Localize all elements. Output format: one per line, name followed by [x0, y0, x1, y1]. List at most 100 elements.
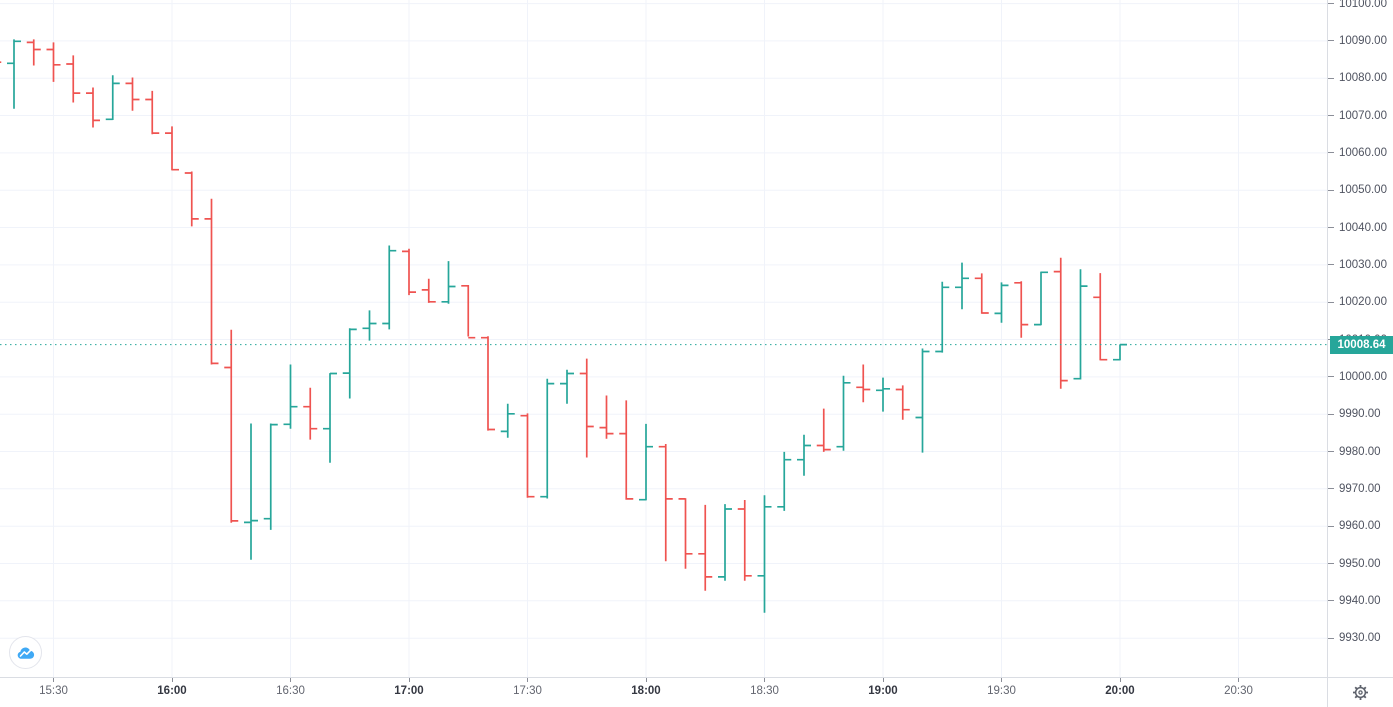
ohlc-bar-16:45 — [342, 328, 357, 399]
price-axis-tick — [1328, 77, 1334, 79]
ohlc-bar-16:35 — [303, 387, 318, 440]
ohlc-bar-19:50 — [1073, 269, 1088, 380]
price-axis-label: 10000.00 — [1339, 370, 1387, 383]
ohlc-bar-18:30 — [757, 495, 772, 613]
price-axis-tick — [1328, 189, 1334, 191]
price-axis-tick — [1328, 3, 1334, 5]
time-axis-tick — [1001, 678, 1002, 682]
price-axis-tick — [1328, 488, 1334, 490]
ohlc-bar-17:45 — [579, 358, 594, 458]
ohlc-bar-16:20 — [244, 423, 258, 560]
ohlc-bar-17:15 — [461, 284, 476, 339]
time-axis-tick — [290, 678, 291, 682]
price-axis-label: 9940.00 — [1339, 594, 1381, 607]
ohlc-bar-16:55 — [382, 245, 397, 330]
price-axis-label: 10100.00 — [1339, 0, 1387, 10]
price-axis-label: 9980.00 — [1339, 445, 1381, 458]
ohlc-bar-16:10 — [204, 198, 219, 365]
ohlc-bar-15:30 — [46, 42, 61, 82]
ohlc-bar-19:10 — [915, 348, 930, 453]
time-axis-label: 16:30 — [276, 685, 305, 697]
time-axis-tick — [645, 678, 647, 682]
ohlc-bar-16:25 — [263, 423, 278, 530]
ohlc-bar-19:45 — [1053, 257, 1068, 389]
time-axis-divider — [0, 677, 1393, 678]
ohlc-bar-18:45 — [816, 408, 831, 452]
ohlc-bar-18:50 — [836, 375, 851, 451]
time-axis-tick — [1238, 678, 1239, 682]
ohlc-bar-17:20 — [481, 336, 495, 431]
price-axis-label: 10030.00 — [1339, 258, 1387, 271]
price-axis-label: 10080.00 — [1339, 72, 1387, 85]
ohlc-bar-19:20 — [955, 262, 969, 310]
ohlc-bar-18:05 — [658, 444, 673, 562]
ohlc-bar-18:35 — [777, 451, 792, 511]
time-axis-label: 20:00 — [1105, 685, 1135, 697]
ohlc-bar-16:50 — [362, 310, 377, 341]
ohlc-bar-19:55 — [1093, 273, 1108, 361]
price-axis-label: 9950.00 — [1339, 557, 1381, 570]
ohlc-bar-15:20 — [7, 39, 21, 109]
ohlc-bar-18:55 — [856, 364, 871, 403]
ohlc-bar-18:00 — [639, 423, 653, 501]
price-axis-label: 9930.00 — [1339, 632, 1381, 645]
ohlc-bar-17:25 — [500, 403, 515, 438]
chart-pane[interactable] — [0, 0, 1327, 677]
price-axis-tick — [1328, 376, 1334, 378]
ohlc-bar-17:50 — [599, 395, 614, 439]
price-axis-tick — [1328, 264, 1334, 266]
price-axis-label: 9960.00 — [1339, 520, 1381, 533]
time-axis-label: 15:30 — [39, 685, 68, 697]
ohlc-bar-15:40 — [86, 87, 100, 128]
price-axis-tick — [1328, 115, 1334, 117]
ohlc-bar-15:25 — [26, 39, 41, 66]
time-axis-label: 17:00 — [394, 685, 424, 697]
price-axis-tick — [1328, 637, 1334, 639]
time-axis-tick — [408, 678, 410, 682]
price-axis-tick — [1328, 563, 1334, 564]
settings-gear-button[interactable] — [1349, 681, 1372, 704]
ohlc-bar-19:00 — [876, 377, 890, 412]
price-axis-divider — [1327, 0, 1328, 707]
ohlc-bar-16:00 — [165, 126, 179, 171]
ohlc-chart — [0, 0, 1327, 677]
ohlc-bar-18:25 — [737, 500, 752, 581]
price-axis-tick — [1328, 301, 1334, 303]
ohlc-bar-16:05 — [184, 171, 199, 227]
ohlc-bar-16:15 — [224, 329, 239, 523]
ohlc-bar-18:15 — [698, 504, 713, 591]
gear-icon — [1353, 685, 1368, 700]
time-axis[interactable]: 15:30 16:00 16:30 17:00 17:30 18:00 18:30 19:00… — [0, 678, 1327, 707]
price-axis-tick — [1328, 600, 1334, 602]
ohlc-bar-18:10 — [678, 498, 693, 569]
ohlc-bar-19:25 — [974, 273, 989, 314]
ohlc-bar-20:00 — [1113, 343, 1127, 361]
ohlc-bar-18:20 — [718, 504, 732, 581]
ohlc-bar-15:45 — [105, 75, 120, 121]
ohlc-bar-17:30 — [520, 413, 535, 498]
tradingview-logo[interactable] — [9, 636, 42, 669]
ohlc-bar-17:05 — [421, 278, 436, 303]
price-axis-tick — [1328, 451, 1334, 452]
ohlc-bar-15:15 — [0, 61, 2, 64]
ohlc-bar-17:35 — [540, 378, 555, 499]
price-axis[interactable]: 10100.00 10090.00 10080.00 10070.00 10060.00… — [1328, 0, 1393, 677]
price-axis-tick — [1328, 40, 1334, 42]
price-axis-label: 10070.00 — [1339, 109, 1387, 122]
axis-settings-corner — [1328, 678, 1393, 707]
ohlc-bar-16:40 — [323, 372, 337, 463]
ohlc-bar-15:55 — [145, 90, 160, 135]
price-axis-label: 10060.00 — [1339, 146, 1387, 159]
time-axis-label: 18:00 — [631, 685, 661, 697]
ohlc-bar-19:30 — [994, 282, 1009, 323]
time-axis-label: 19:00 — [868, 685, 898, 697]
ohlc-bar-19:15 — [935, 281, 950, 353]
tradingview-cloud-icon — [17, 647, 34, 659]
ohlc-bar-19:35 — [1014, 281, 1029, 338]
ohlc-bar-17:40 — [560, 369, 574, 404]
current-price-label: 10008.64 — [1330, 335, 1393, 354]
ohlc-bar-18:40 — [797, 434, 811, 476]
price-axis-label: 10050.00 — [1339, 184, 1387, 197]
time-axis-tick — [882, 678, 884, 682]
